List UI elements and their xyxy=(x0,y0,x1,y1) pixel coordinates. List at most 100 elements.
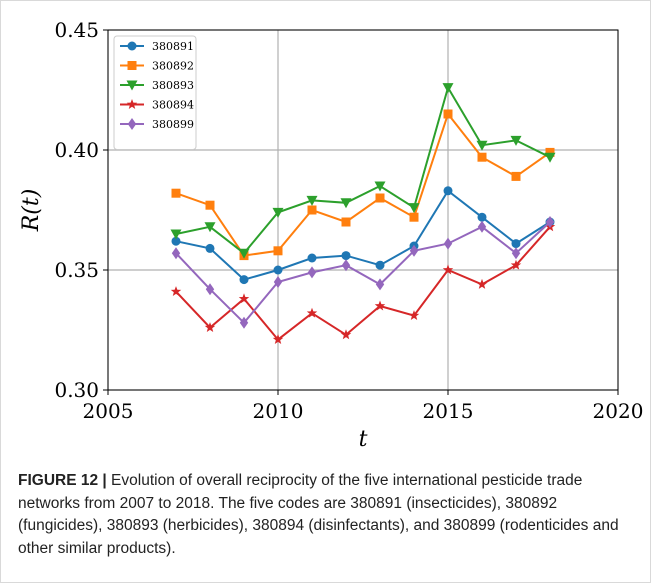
data-point xyxy=(171,188,181,198)
y-tick-label: 0.35 xyxy=(54,258,99,282)
data-point xyxy=(375,278,385,291)
series-line xyxy=(175,85,551,255)
legend-item: 380894 xyxy=(120,99,194,112)
data-point xyxy=(204,322,216,333)
series-line xyxy=(175,189,551,281)
data-point xyxy=(272,207,284,218)
y-tick-label: 0.45 xyxy=(54,18,99,42)
data-point xyxy=(170,229,182,240)
caption-label: FIGURE 12 | xyxy=(18,472,107,489)
data-point xyxy=(511,239,521,249)
x-axis-label: t xyxy=(359,427,368,452)
data-point xyxy=(204,222,216,233)
legend-label: 380891 xyxy=(152,40,194,53)
data-point xyxy=(272,334,284,345)
series-380893 xyxy=(170,83,556,259)
series-lines xyxy=(170,83,556,345)
legend: 380891 380892 380893 380894 380899 xyxy=(113,35,197,150)
x-tick-label: 2020 xyxy=(593,399,644,423)
data-point xyxy=(171,236,181,246)
series-380899 xyxy=(171,216,555,329)
data-point xyxy=(408,203,420,214)
legend-item: 380899 xyxy=(120,118,194,131)
data-point xyxy=(127,41,137,51)
data-point xyxy=(477,220,487,233)
data-point xyxy=(340,198,352,209)
data-point xyxy=(510,135,522,146)
x-tick-label: 2005 xyxy=(83,399,134,423)
data-point xyxy=(306,307,318,318)
data-point xyxy=(340,329,352,340)
data-point xyxy=(307,266,317,279)
legend-label: 380899 xyxy=(152,118,194,131)
plot-area-frame xyxy=(107,29,619,391)
legend-item: 380893 xyxy=(120,79,194,92)
data-point xyxy=(273,246,283,256)
y-axis-label: R(t) xyxy=(19,189,44,233)
data-point xyxy=(238,248,250,259)
data-point xyxy=(545,147,555,157)
data-point xyxy=(341,217,351,227)
data-point xyxy=(126,80,138,91)
data-point xyxy=(205,243,215,253)
legend-label: 380893 xyxy=(152,79,194,92)
data-point xyxy=(408,310,420,321)
series-line xyxy=(175,111,551,257)
data-point xyxy=(511,171,521,181)
data-point xyxy=(127,61,137,70)
series-line xyxy=(175,226,551,341)
x-tick-label: 2015 xyxy=(423,399,474,423)
caption-text: Evolution of overall reciprocity of the … xyxy=(18,472,619,557)
data-point xyxy=(545,216,555,228)
x-tick-label: 2010 xyxy=(253,399,304,423)
data-point xyxy=(126,99,138,109)
data-point xyxy=(341,259,351,272)
data-point xyxy=(477,212,487,222)
data-point xyxy=(374,181,386,192)
y-tick-label: 0.40 xyxy=(54,138,99,162)
data-point xyxy=(307,253,317,263)
legend-item: 380892 xyxy=(120,60,194,73)
data-point xyxy=(205,200,215,210)
legend-item: 380891 xyxy=(120,40,194,53)
data-point xyxy=(375,260,385,270)
series-380891 xyxy=(171,186,555,285)
data-point xyxy=(510,259,522,270)
legend-label: 380892 xyxy=(152,60,194,73)
data-point xyxy=(205,283,215,296)
data-point xyxy=(375,193,385,203)
data-point xyxy=(170,286,182,297)
data-point xyxy=(476,140,488,151)
data-point xyxy=(477,152,487,162)
data-point xyxy=(443,109,453,119)
data-point xyxy=(307,205,317,215)
data-point xyxy=(273,265,283,275)
data-point xyxy=(306,195,318,206)
data-point xyxy=(476,278,488,289)
legend-label: 380894 xyxy=(152,99,194,112)
data-point xyxy=(409,244,419,257)
data-point xyxy=(443,237,453,250)
data-point xyxy=(239,316,249,329)
data-point xyxy=(409,212,419,222)
data-point xyxy=(238,293,250,304)
figure-caption: FIGURE 12 | Evolution of overall recipro… xyxy=(18,470,638,560)
axis-ticks: 2005 2010 2015 2020 0.30 0.35 0.40 0.45 xyxy=(54,18,643,423)
data-point xyxy=(127,118,137,130)
data-point xyxy=(511,247,521,260)
data-point xyxy=(171,247,181,260)
data-point xyxy=(341,251,351,261)
data-point xyxy=(239,275,249,285)
y-tick-label: 0.30 xyxy=(54,378,99,402)
data-point xyxy=(374,300,386,311)
data-point xyxy=(544,152,556,163)
series-380894 xyxy=(170,221,556,345)
data-point xyxy=(273,276,283,288)
legend-box xyxy=(113,35,197,150)
data-point xyxy=(442,264,454,275)
data-point xyxy=(442,83,454,94)
series-line xyxy=(175,221,551,325)
data-point xyxy=(443,186,453,196)
